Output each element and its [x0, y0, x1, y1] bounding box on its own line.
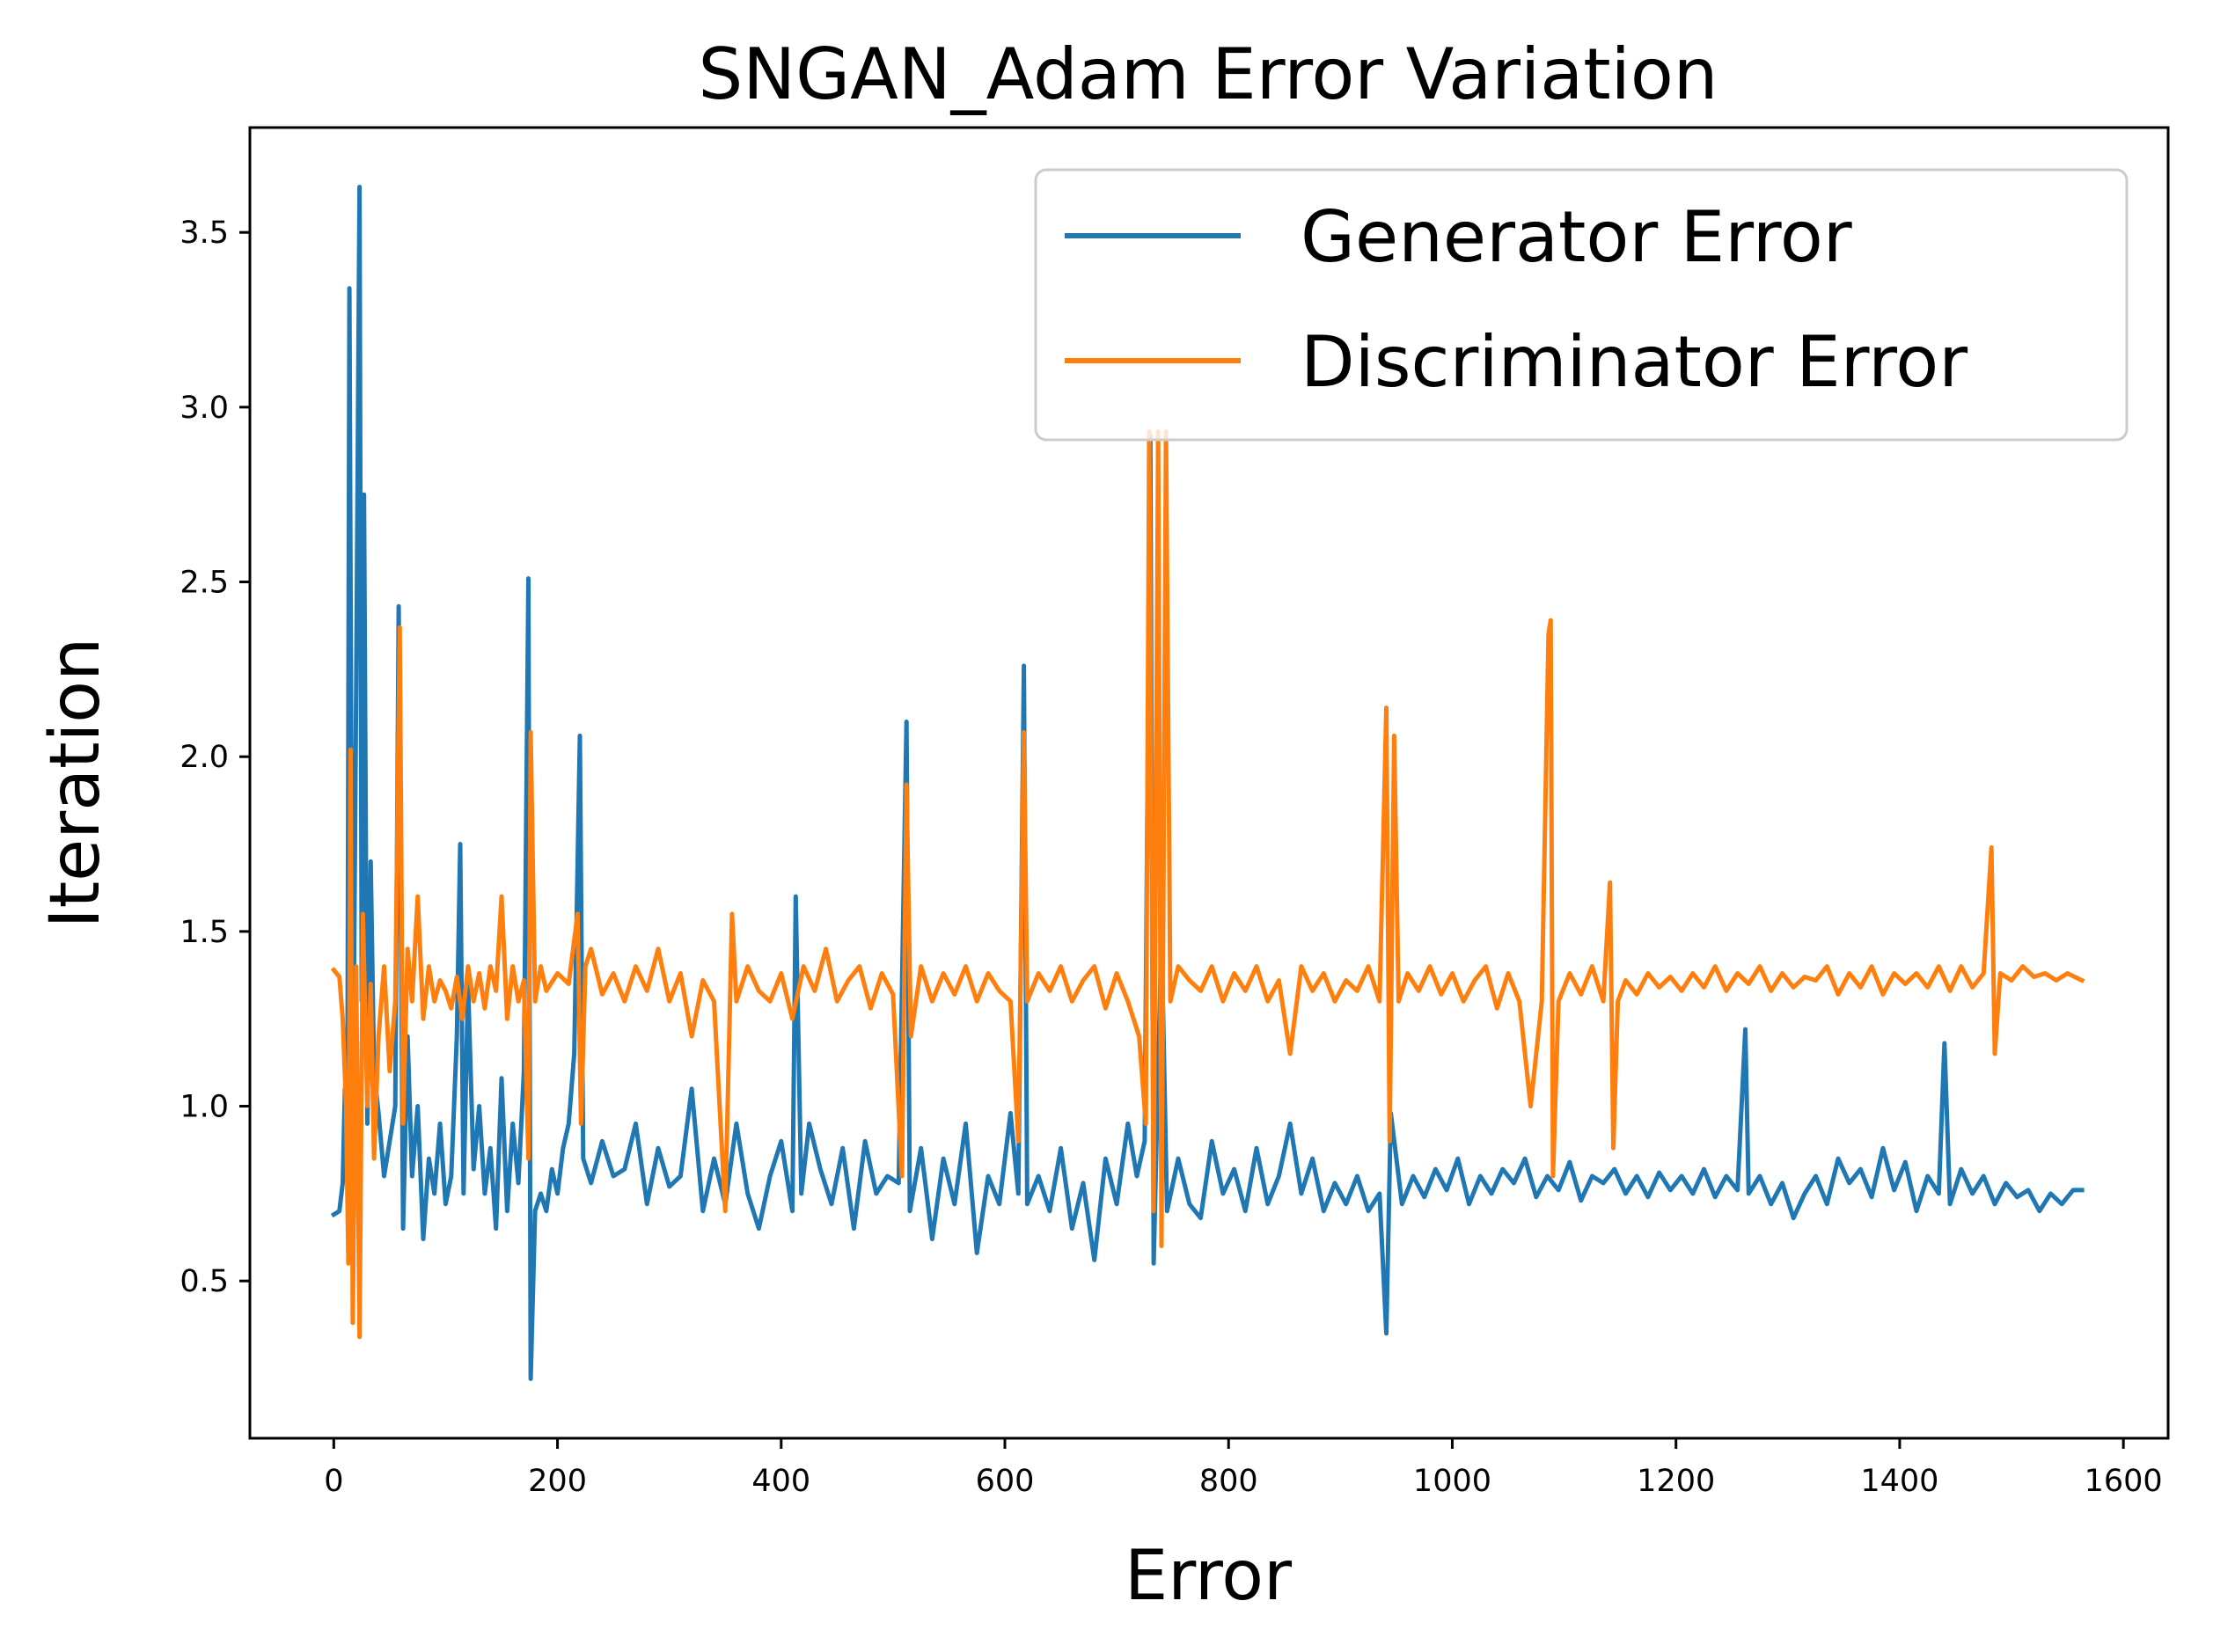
plot-series	[330, 185, 2085, 1381]
y-tick-label: 1.5	[180, 915, 229, 950]
y-tick-label: 3.0	[180, 391, 229, 426]
y-tick-label: 0.5	[180, 1264, 229, 1299]
y-tick-label: 2.0	[180, 740, 229, 775]
plot-frame	[248, 126, 2170, 1440]
x-tick-label: 0	[324, 1464, 343, 1499]
x-tick-label: 400	[751, 1464, 810, 1499]
x-tick-label: 1200	[1637, 1464, 1715, 1499]
y-axis-label: Iteration	[36, 638, 115, 929]
y-tick-label: 2.5	[180, 566, 229, 601]
y-axis-ticks: 0.5 1.0 1.5 2.0 2.5 3.0 3.5	[180, 216, 250, 1299]
x-axis-ticks: 0 200 400 600 800 1000 1200 1400 1600	[324, 1438, 2163, 1499]
legend: Generator Error Discriminator Error	[1034, 168, 2129, 442]
x-tick-label: 800	[1199, 1464, 1258, 1499]
chart-title: SNGAN_Adam Error Variation	[698, 33, 1718, 115]
legend-box	[1034, 168, 2129, 442]
x-tick-label: 1400	[1860, 1464, 1938, 1499]
x-tick-label: 200	[528, 1464, 587, 1499]
series-line-generator	[330, 185, 2085, 1381]
x-tick-label: 600	[976, 1464, 1035, 1499]
y-tick-label: 3.5	[180, 216, 229, 251]
x-tick-label: 1600	[2085, 1464, 2163, 1499]
series-line-discriminator	[330, 429, 2085, 1340]
x-tick-label: 1000	[1413, 1464, 1491, 1499]
x-axis-label: Error	[1125, 1537, 1293, 1616]
y-tick-label: 1.0	[180, 1090, 229, 1125]
legend-label-discriminator: Discriminator Error	[1301, 321, 1968, 403]
legend-label-generator: Generator Error	[1301, 196, 1852, 278]
